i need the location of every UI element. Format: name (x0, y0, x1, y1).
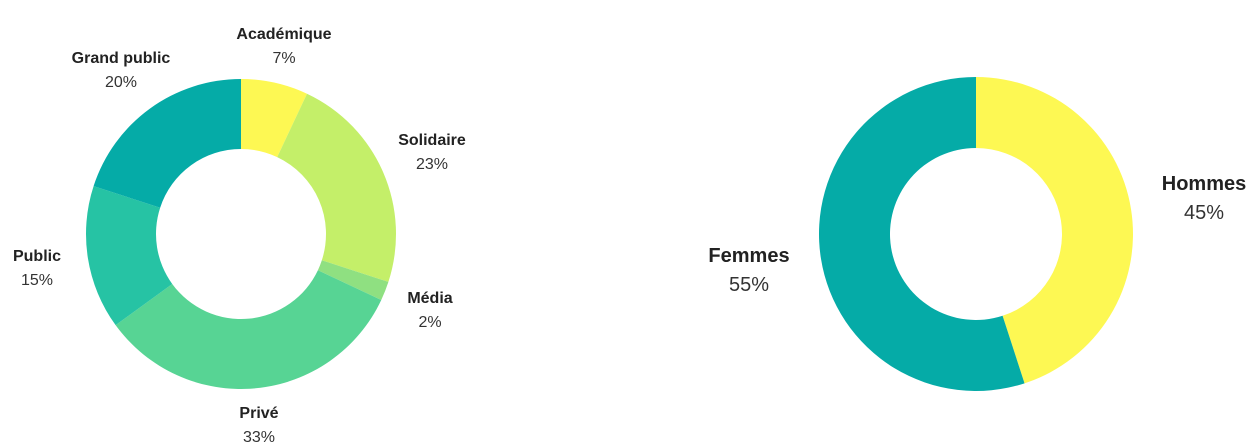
slice-femmes (819, 77, 1025, 391)
slice-label-hommes: Hommes (1162, 173, 1246, 195)
slice-label-solidaire: Solidaire (398, 132, 466, 149)
slice-value-public: 15% (21, 272, 53, 289)
slice-label-femmes: Femmes (708, 245, 789, 267)
slice-label-grand-public: Grand public (72, 50, 171, 67)
slice-label-media: Média (407, 290, 452, 307)
slice-value-hommes: 45% (1184, 202, 1224, 224)
slice-label-prive: Privé (239, 405, 278, 422)
slice-public (85, 186, 173, 326)
slice-value-prive: 33% (243, 429, 275, 446)
slice-value-femmes: 55% (729, 274, 769, 296)
slice-media (317, 260, 389, 300)
sector-donut-chart: Académique 7% Solidaire 23% Média 2% Privé 33% P… (13, 26, 466, 446)
slice-hommes (976, 77, 1134, 384)
slice-label-academique: Académique (236, 26, 331, 43)
slice-value-solidaire: 23% (416, 156, 448, 173)
slice-solidaire (277, 93, 396, 282)
slice-prive (115, 270, 382, 390)
slice-academique (241, 79, 307, 158)
slice-value-grand-public: 20% (105, 74, 137, 91)
slice-value-academique: 7% (272, 50, 295, 67)
slice-value-media: 2% (418, 314, 441, 331)
slice-grand-public (93, 79, 241, 208)
gender-donut-chart: Hommes 45% Femmes 55% (708, 77, 1246, 391)
slice-label-public: Public (13, 248, 61, 265)
